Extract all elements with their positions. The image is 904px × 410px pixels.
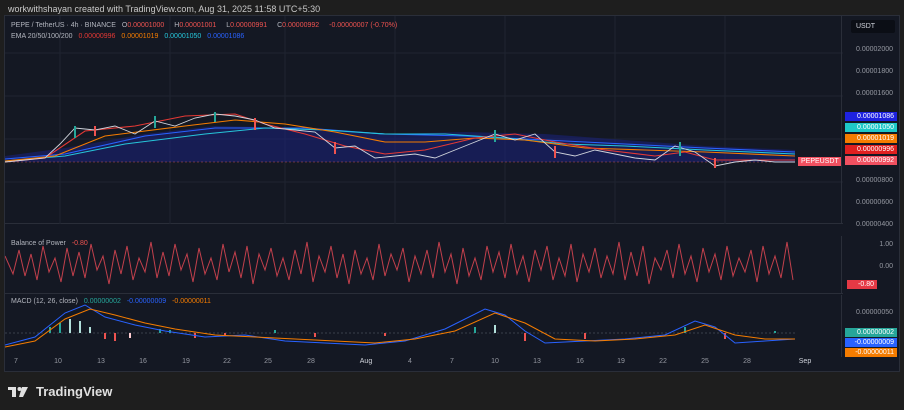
bop-legend[interactable]: Balance of Power -0.80: [11, 240, 92, 247]
macd-chart: [5, 304, 796, 348]
high-value: 0.00001001: [179, 22, 217, 29]
ema50-value: 0.00001019: [121, 33, 159, 40]
macd-signal-value: -0.00000011: [172, 298, 211, 305]
price-chart: [5, 16, 843, 224]
bop-label: Balance of Power: [11, 240, 66, 247]
low-value: 0.00000991: [230, 22, 268, 29]
tradingview-brand[interactable]: TradingView: [8, 384, 112, 399]
ema100-badge: 0.00001050: [845, 123, 897, 132]
chart-frame[interactable]: PEPE / TetherUS · 4h · BINANCE O0.000010…: [4, 15, 900, 372]
macd-pane[interactable]: MACD (12, 26, close) 0.00000002 -0.00000…: [5, 295, 843, 357]
ema50-badge: 0.00001019: [845, 134, 897, 143]
symbol-legend[interactable]: PEPE / TetherUS · 4h · BINANCE O0.000010…: [11, 22, 398, 29]
symbol-name: PEPE / TetherUS · 4h · BINANCE: [11, 22, 116, 29]
price-pane[interactable]: PEPE / TetherUS · 4h · BINANCE O0.000010…: [5, 16, 843, 224]
brand-name: TradingView: [36, 384, 113, 399]
close-value: 0.00000992: [282, 22, 320, 29]
tradingview-logo-icon: [8, 386, 28, 397]
ema200-badge: 0.00001086: [845, 112, 897, 121]
bop-value: -0.80: [71, 240, 88, 247]
currency-button[interactable]: USDT: [851, 20, 895, 33]
ema100-value: 0.00001050: [164, 33, 202, 40]
macd-line-value: -0.00000009: [126, 298, 167, 305]
open-value: 0.00001000: [127, 22, 165, 29]
chart-credit: workwithshayan created with TradingView.…: [8, 4, 321, 14]
macd-line-badge: -0.00000009: [845, 338, 897, 347]
ema-label: EMA 20/50/100/200: [11, 33, 73, 40]
macd-hist-value: 0.00000002: [83, 298, 121, 305]
ema-legend[interactable]: EMA 20/50/100/200 0.00000996 0.00001019 …: [11, 33, 248, 40]
bop-chart: [5, 241, 794, 285]
bop-badge: -0.80: [847, 280, 877, 289]
time-axis[interactable]: 7 10 13 16 19 22 25 28 Aug 4 7 10 13 16 …: [14, 358, 812, 365]
ema200-value: 0.00001086: [207, 33, 245, 40]
macd-axis[interactable]: 0.00000050 0.00000002 -0.00000009 -0.000…: [841, 295, 899, 357]
bop-pane[interactable]: Balance of Power -0.80: [5, 236, 843, 294]
change-value: -0.00000007 (-0.70%): [329, 22, 398, 29]
ema20-badge: 0.00000996: [845, 145, 897, 154]
last-price-badge: 0.00000992: [845, 156, 897, 165]
price-axis[interactable]: USDT 0.00002000 0.00001800 0.00001600 0.…: [841, 16, 899, 228]
bop-axis[interactable]: 1.00 0.00 -0.80: [841, 236, 899, 294]
ema20-value: 0.00000996: [78, 33, 116, 40]
symbol-tag: PEPEUSDT: [798, 157, 842, 166]
macd-legend[interactable]: MACD (12, 26, close) 0.00000002 -0.00000…: [11, 298, 215, 305]
macd-label: MACD (12, 26, close): [11, 298, 78, 305]
macd-hist-badge: 0.00000002: [845, 328, 897, 337]
macd-signal-badge: -0.00000011: [845, 348, 897, 357]
